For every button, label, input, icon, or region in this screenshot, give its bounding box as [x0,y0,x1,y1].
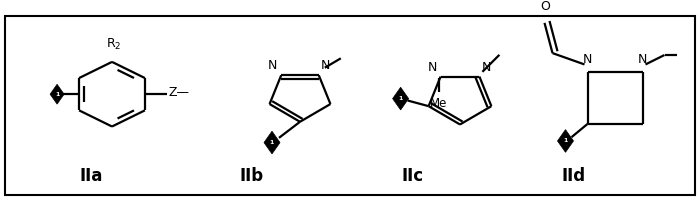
Text: N: N [428,61,438,74]
Text: 1: 1 [270,140,274,145]
Polygon shape [393,87,409,110]
Text: N: N [482,61,491,74]
Text: IIa: IIa [79,167,103,185]
Text: R$_2$: R$_2$ [106,37,122,52]
Text: N: N [638,53,648,66]
Text: N: N [583,53,592,66]
Text: Me: Me [430,97,447,110]
Text: IIb: IIb [240,167,264,185]
Polygon shape [50,84,64,104]
Text: N: N [321,59,330,72]
Text: O: O [540,0,550,13]
Text: 1: 1 [55,92,60,97]
Text: N: N [268,59,277,72]
Text: 1: 1 [398,96,402,101]
Text: IId: IId [562,167,586,185]
Text: Z—: Z— [169,86,190,99]
Text: 1: 1 [564,138,568,143]
Polygon shape [557,130,573,152]
Polygon shape [264,131,280,154]
Text: IIc: IIc [402,167,424,185]
